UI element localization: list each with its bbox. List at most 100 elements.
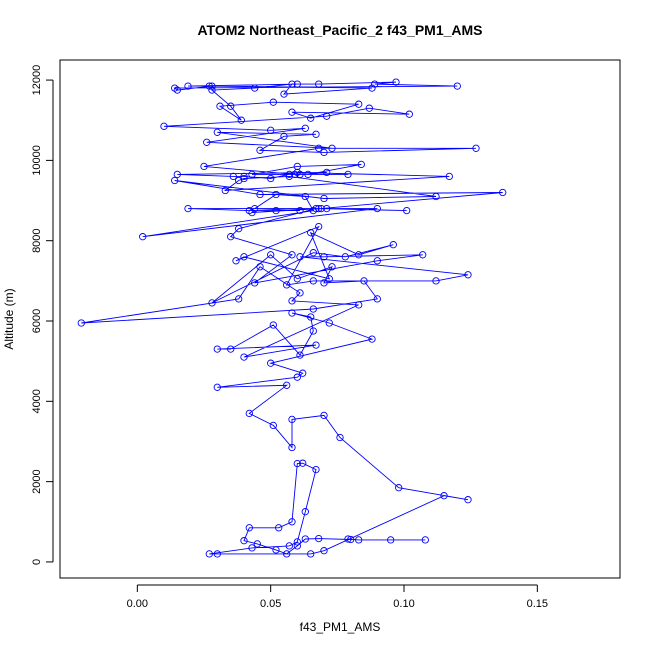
y-tick-label: 2000 [31, 469, 43, 493]
data-point [320, 279, 328, 287]
data-point [373, 204, 381, 213]
data-point [499, 188, 507, 197]
data-point [405, 110, 413, 118]
data-point [293, 538, 301, 546]
data-point [283, 381, 291, 389]
data-point [288, 443, 296, 452]
data-point [301, 192, 309, 201]
data-point [208, 299, 216, 307]
series-layer [77, 78, 507, 558]
data-point [432, 192, 440, 201]
data-point [301, 124, 309, 132]
data-point [472, 144, 480, 152]
data-point [256, 263, 264, 271]
data-point [248, 170, 256, 179]
y-axis-label: Altitude (m) [2, 288, 16, 349]
data-point [221, 186, 229, 195]
data-point [315, 222, 323, 231]
data-point [315, 80, 323, 88]
data-point [248, 544, 256, 552]
data-point [419, 251, 427, 259]
data-point [320, 253, 328, 261]
data-point [373, 257, 381, 265]
data-point [336, 433, 344, 442]
data-point [275, 524, 283, 532]
data-point [355, 536, 363, 544]
data-point [256, 190, 264, 199]
data-point [387, 536, 395, 544]
data-point [288, 80, 296, 88]
data-point [464, 496, 472, 504]
data-point [296, 170, 304, 179]
data-point [299, 369, 307, 377]
data-point [267, 359, 275, 367]
data-point [344, 535, 352, 543]
data-point [208, 82, 216, 90]
data-point [285, 170, 293, 179]
data-point [235, 225, 243, 233]
data-point [355, 100, 363, 108]
data-point [240, 253, 248, 261]
data-point [301, 535, 309, 543]
data-point [139, 233, 147, 241]
data-point [296, 351, 304, 359]
data-point [307, 313, 315, 321]
data-point [256, 146, 264, 154]
data-point [280, 132, 288, 140]
data-point [368, 335, 376, 343]
y-axis: 0 2000 4000 6000 8000 10000 12000 [31, 65, 54, 565]
data-point [320, 148, 328, 157]
data-point [304, 170, 312, 179]
data-point [267, 126, 275, 134]
data-point [291, 170, 299, 179]
data-point [293, 162, 301, 171]
data-point [309, 305, 317, 313]
series-line [81, 81, 503, 555]
y-tick-label: 4000 [31, 389, 43, 413]
data-point [288, 518, 296, 526]
data-point [320, 411, 328, 420]
data-point [296, 206, 304, 215]
data-point [272, 546, 280, 554]
data-point [357, 160, 365, 169]
data-point [283, 281, 291, 289]
data-point [240, 172, 248, 181]
data-point [269, 98, 277, 106]
data-point [216, 102, 224, 110]
data-point [347, 535, 355, 544]
data-point [296, 253, 304, 261]
data-point [293, 542, 301, 550]
data-point [269, 421, 277, 430]
data-point [293, 80, 301, 88]
x-tick-label: 0.15 [527, 598, 548, 610]
data-point [293, 459, 301, 468]
data-point [232, 257, 240, 265]
data-point [320, 547, 328, 555]
data-point [173, 170, 181, 179]
data-point [445, 172, 453, 181]
data-point [315, 534, 323, 543]
data-point [325, 275, 333, 283]
data-point [288, 309, 296, 317]
data-point [320, 194, 328, 203]
data-point [288, 108, 296, 116]
data-point [344, 170, 352, 179]
y-tick-label: 0 [31, 559, 43, 565]
y-tick-label: 10000 [31, 145, 43, 176]
data-point [288, 297, 296, 305]
data-point [200, 162, 208, 171]
data-point [251, 84, 259, 92]
data-point [395, 484, 403, 492]
data-point [213, 345, 221, 353]
plot-frame [59, 59, 621, 579]
data-point [213, 383, 221, 391]
data-point [227, 102, 235, 110]
data-point [203, 138, 211, 146]
data-point [312, 341, 320, 349]
y-tick-label: 12000 [31, 65, 43, 96]
data-point [77, 319, 85, 327]
data-point [317, 204, 325, 213]
data-point [309, 277, 317, 285]
data-point [373, 295, 381, 303]
